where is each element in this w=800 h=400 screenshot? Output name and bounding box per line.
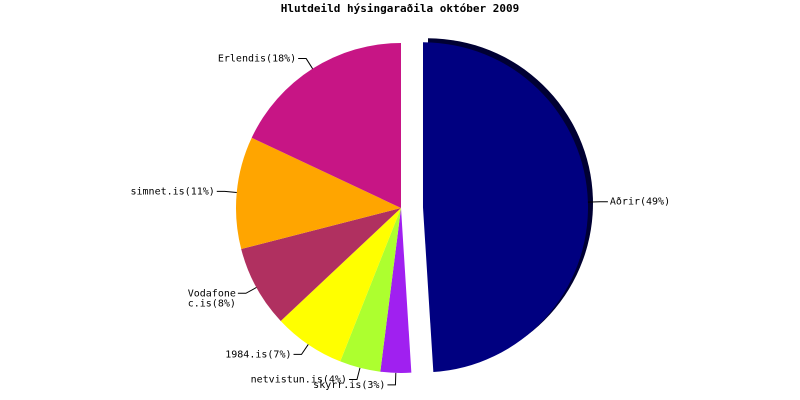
slice [380, 208, 412, 373]
slice-label: Erlendis(18%) [218, 54, 296, 65]
slice-value-label: (11%) [185, 186, 215, 197]
slice-label: skyrr.is(3%) [313, 380, 385, 391]
slice-label-name: Vodafone c.is(8%) [188, 288, 236, 309]
slice-value-label: (7%) [267, 349, 291, 360]
leader-line [216, 190, 237, 193]
slice-label: simnet.is(11%) [130, 186, 214, 197]
slice [241, 208, 401, 321]
chart-title: Hlutdeild hýsingaraðila október 2009 [281, 2, 519, 15]
slice-value-label: (18%) [266, 54, 296, 65]
slice [422, 42, 588, 372]
slice-label: Vodafone c.is(8%) [188, 288, 236, 309]
slice [280, 208, 401, 362]
slice-value-label: (3%) [361, 380, 385, 391]
slice-value-label: (8%) [212, 298, 236, 309]
slice-label-name: Aðrir [610, 197, 640, 208]
slice-label: 1984.is(7%) [225, 349, 291, 360]
slice [251, 43, 401, 208]
leader-line [293, 344, 309, 355]
slice-label: Aðrir(49%) [610, 197, 670, 208]
slice-label-name-part: c.is [188, 298, 212, 309]
slice-label-name: Erlendis [218, 54, 266, 65]
slice [236, 137, 401, 250]
leader-line [348, 367, 361, 380]
leader-line [298, 58, 314, 69]
leader-line [237, 287, 257, 294]
slice [340, 208, 401, 372]
leader-line [387, 372, 397, 386]
slice-label-name: 1984.is [225, 349, 267, 360]
slice-label-name: netvistun.is [251, 374, 323, 385]
slice-label: netvistun.is(4%) [251, 374, 347, 385]
slice-label-name: simnet.is [130, 186, 184, 197]
slice-value-label: (4%) [323, 374, 347, 385]
slice-value-label: (49%) [640, 197, 670, 208]
slice-label-name-part: Vodafone [188, 288, 236, 299]
slice-label-name: skyrr.is [313, 380, 361, 391]
